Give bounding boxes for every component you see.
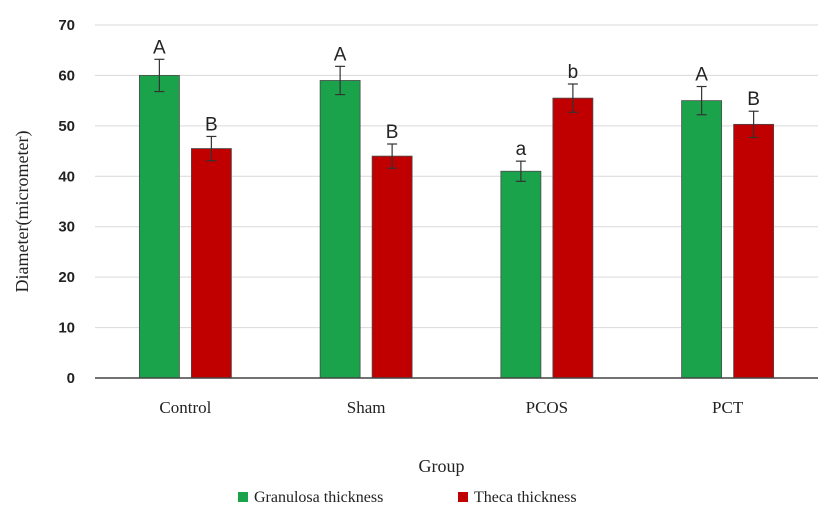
category-label: Control (159, 398, 211, 417)
y-tick-label: 60 (58, 67, 75, 84)
y-tick-label: 0 (67, 370, 75, 387)
legend-label: Granulosa thickness (254, 489, 383, 506)
y-tick-label: 70 (58, 17, 75, 34)
bar-theca-thickness (552, 97, 594, 379)
significance-label: A (695, 65, 708, 86)
bar-theca-thickness (190, 148, 232, 379)
bar-granulosa-thickness (681, 100, 723, 379)
bar-theca-thickness (733, 123, 775, 379)
significance-label: B (205, 114, 218, 135)
significance-label: a (516, 139, 527, 160)
category-label: Sham (347, 398, 386, 417)
y-tick-labels: 0 10 20 30 40 50 60 70 (58, 17, 75, 387)
significance-labels: A B A Ba b A B (153, 37, 760, 160)
significance-label: A (334, 44, 347, 65)
y-axis-title: Diameter(micrometer) (12, 131, 33, 293)
category-label: PCOS (526, 398, 569, 417)
y-tick-label: 40 (58, 168, 75, 185)
bar-granulosa-thickness (138, 75, 180, 379)
bar-granulosa-thickness (319, 80, 361, 379)
y-tick-label: 10 (58, 320, 75, 337)
significance-label: B (386, 122, 399, 143)
y-tick-label: 50 (58, 118, 75, 135)
legend: Granulosa thickness Theca thickness (238, 489, 577, 506)
error-bars (154, 58, 759, 182)
significance-label: B (747, 89, 760, 110)
legend-swatch-theca-thickness (458, 492, 468, 502)
category-labels: Control Sham PCOS PCT (159, 398, 743, 417)
bars (138, 75, 775, 379)
y-tick-label: 20 (58, 269, 75, 286)
bar-theca-thickness (371, 155, 413, 379)
category-label: PCT (712, 398, 744, 417)
significance-label: b (568, 62, 579, 83)
x-axis-title: Group (419, 456, 465, 476)
legend-label: Theca thickness (474, 489, 577, 506)
bar-granulosa-thickness (500, 170, 542, 379)
legend-swatch-granulosa-thickness (238, 492, 248, 502)
significance-label: A (153, 37, 166, 58)
y-tick-label: 30 (58, 219, 75, 236)
